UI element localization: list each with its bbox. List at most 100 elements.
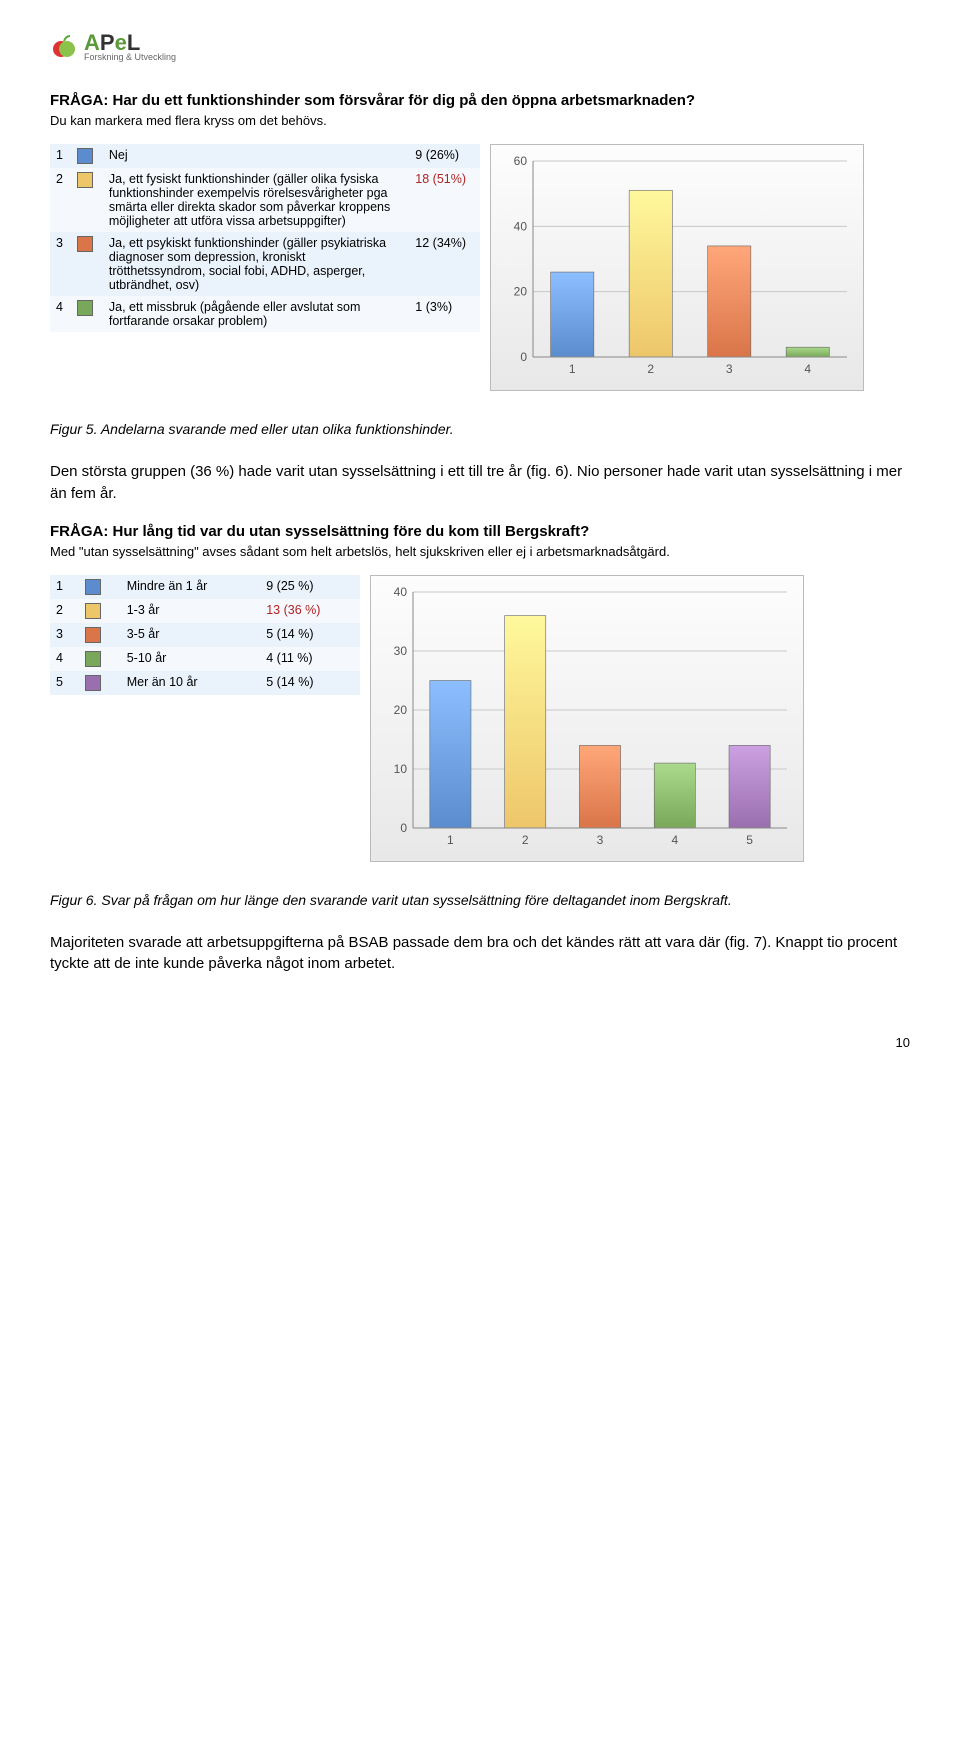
legend-row: 4 Ja, ett missbruk (pågående eller avslut… [50,296,480,332]
legend-value: 9 (25 %) [260,575,360,599]
legend-index: 3 [50,623,79,647]
svg-text:0: 0 [400,821,407,835]
svg-text:20: 20 [394,703,408,717]
question1-chart: 0 20 40 60 1 2 3 4 [490,144,864,391]
svg-text:0: 0 [520,350,527,364]
bar [430,680,471,828]
bar [654,763,695,828]
legend-index: 3 [50,232,71,296]
bar [729,745,770,828]
svg-text:2: 2 [647,362,654,376]
legend-swatch-cell [71,296,103,332]
legend-swatch-cell [71,144,103,168]
legend-value: 13 (36 %) [260,599,360,623]
svg-text:4: 4 [671,833,678,847]
question1-subtitle: Du kan markera med flera kryss om det be… [50,113,910,128]
svg-text:3: 3 [597,833,604,847]
bar [629,190,672,357]
legend-swatch [85,675,101,691]
legend-value: 18 (51%) [409,168,480,232]
bar [551,272,594,357]
question2-section: 1Mindre än 1 år9 (25 %)21-3 år13 (36 %)3… [50,575,910,862]
bar [708,246,751,357]
legend-swatch-cell [79,647,121,671]
bar-chart-svg: 0 10 20 30 40 1 2 3 4 5 [377,582,797,852]
question2-chart: 0 10 20 30 40 1 2 3 4 5 [370,575,804,862]
legend-value: 5 (14 %) [260,671,360,695]
brand-logo: APeL Forskning & Utveckling [50,30,910,62]
legend-swatch [77,172,93,188]
bar-chart-svg: 0 20 40 60 1 2 3 4 [497,151,857,381]
legend-swatch [77,148,93,164]
question2-legend: 1Mindre än 1 år9 (25 %)21-3 år13 (36 %)3… [50,575,360,695]
legend-label: Mindre än 1 år [121,575,261,599]
legend-label: Ja, ett psykiskt funktionshinder (gäller… [103,232,409,296]
legend-label: Ja, ett missbruk (pågående eller avsluta… [103,296,409,332]
legend-index: 4 [50,296,71,332]
svg-text:4: 4 [804,362,811,376]
legend-index: 4 [50,647,79,671]
legend-swatch [85,627,101,643]
figure5-caption: Figur 5. Andelarna svarande med eller ut… [50,421,910,437]
legend-label: 5-10 år [121,647,261,671]
svg-text:1: 1 [569,362,576,376]
legend-value: 4 (11 %) [260,647,360,671]
question1-section: 1Nej9 (26%)2Ja, ett fysiskt funktionshin… [50,144,910,391]
legend-label: Mer än 10 år [121,671,261,695]
apple-icon [50,32,78,60]
svg-text:1: 1 [447,833,454,847]
legend-swatch-cell [71,232,103,296]
figure6-caption: Figur 6. Svar på frågan om hur länge den… [50,892,910,908]
legend-swatch [85,579,101,595]
question2-title: FRÅGA: Hur lång tid var du utan sysselsä… [50,523,910,540]
legend-swatch [77,236,93,252]
legend-value: 9 (26%) [409,144,480,168]
legend-label: Ja, ett fysiskt funktionshinder (gäller … [103,168,409,232]
legend-row: 2 Ja, ett fysiskt funktionshinder (gäller… [50,168,480,232]
legend-value: 12 (34%) [409,232,480,296]
svg-text:20: 20 [514,285,528,299]
legend-row: 3 3-5 år5 (14 %) [50,623,360,647]
legend-index: 1 [50,144,71,168]
bar [505,615,546,827]
legend-value: 1 (3%) [409,296,480,332]
legend-index: 2 [50,168,71,232]
legend-swatch-cell [71,168,103,232]
bar [579,745,620,828]
legend-swatch [77,300,93,316]
svg-text:10: 10 [394,762,408,776]
legend-index: 2 [50,599,79,623]
question1-title: FRÅGA: Har du ett funktionshinder som fö… [50,92,910,109]
legend-label: 3-5 år [121,623,261,647]
legend-row: 5 Mer än 10 år5 (14 %) [50,671,360,695]
logo-subtitle: Forskning & Utveckling [84,52,176,62]
legend-swatch [85,603,101,619]
legend-swatch-cell [79,671,121,695]
svg-text:60: 60 [514,154,528,168]
legend-swatch [85,651,101,667]
legend-row: 1 Mindre än 1 år9 (25 %) [50,575,360,599]
svg-text:2: 2 [522,833,529,847]
question2-subtitle: Med "utan sysselsättning" avses sådant s… [50,544,910,559]
legend-row: 1Nej9 (26%) [50,144,480,168]
bar [786,347,829,357]
paragraph-2: Majoriteten svarade att arbetsuppgiftern… [50,932,910,976]
question1-legend: 1Nej9 (26%)2 Ja, ett fysiskt funktionshin… [50,144,480,332]
legend-swatch-cell [79,575,121,599]
legend-index: 5 [50,671,79,695]
legend-index: 1 [50,575,79,599]
legend-row: 4 5-10 år4 (11 %) [50,647,360,671]
svg-text:30: 30 [394,644,408,658]
legend-row: 3 Ja, ett psykiskt funktionshinder (gälle… [50,232,480,296]
legend-row: 2 1-3 år13 (36 %) [50,599,360,623]
legend-label: 1-3 år [121,599,261,623]
legend-swatch-cell [79,599,121,623]
page-number: 10 [50,1035,910,1050]
legend-swatch-cell [79,623,121,647]
svg-text:3: 3 [726,362,733,376]
svg-text:40: 40 [394,585,408,599]
svg-text:40: 40 [514,219,528,233]
paragraph-1: Den största gruppen (36 %) hade varit ut… [50,461,910,505]
legend-value: 5 (14 %) [260,623,360,647]
svg-text:5: 5 [746,833,753,847]
